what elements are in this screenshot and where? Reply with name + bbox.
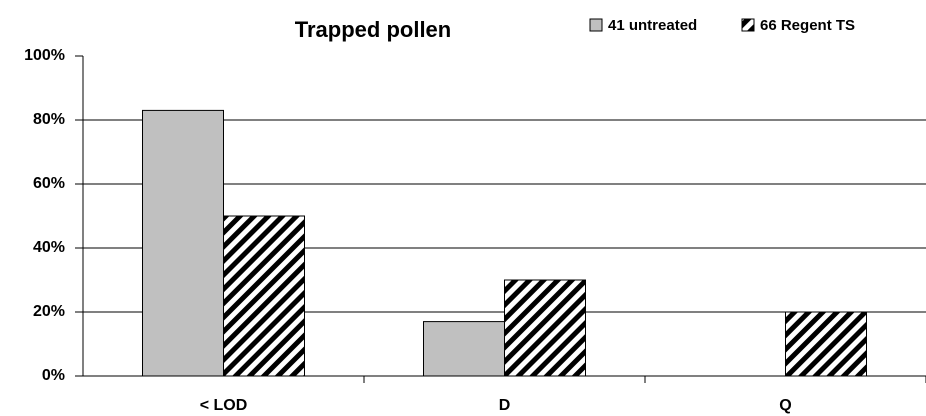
bar [223, 215, 305, 377]
bar [785, 311, 867, 377]
y-tick-label: 80% [33, 111, 65, 128]
y-tick-label: 100% [24, 47, 65, 64]
y-tick-label: 0% [42, 367, 65, 384]
legend-swatch [741, 18, 755, 32]
plot-area: 0% 20% 40% 60% 80% 100% < LOD D Q 41 untreated 66 … [24, 17, 926, 414]
bar [423, 321, 505, 377]
x-tick-label: < LOD [200, 397, 248, 414]
legend-text: 66 Regent TS [760, 17, 855, 34]
bar [142, 109, 224, 377]
y-tick-label: 60% [33, 175, 65, 192]
chart-title: Trapped pollen [295, 17, 451, 42]
x-tick-label: D [499, 397, 511, 414]
y-tick-label: 20% [33, 303, 65, 320]
legend-swatch [589, 18, 603, 32]
y-tick-label: 40% [33, 239, 65, 256]
x-tick-label: Q [779, 397, 791, 414]
legend-text: 41 untreated [608, 17, 697, 34]
bar [504, 279, 586, 377]
